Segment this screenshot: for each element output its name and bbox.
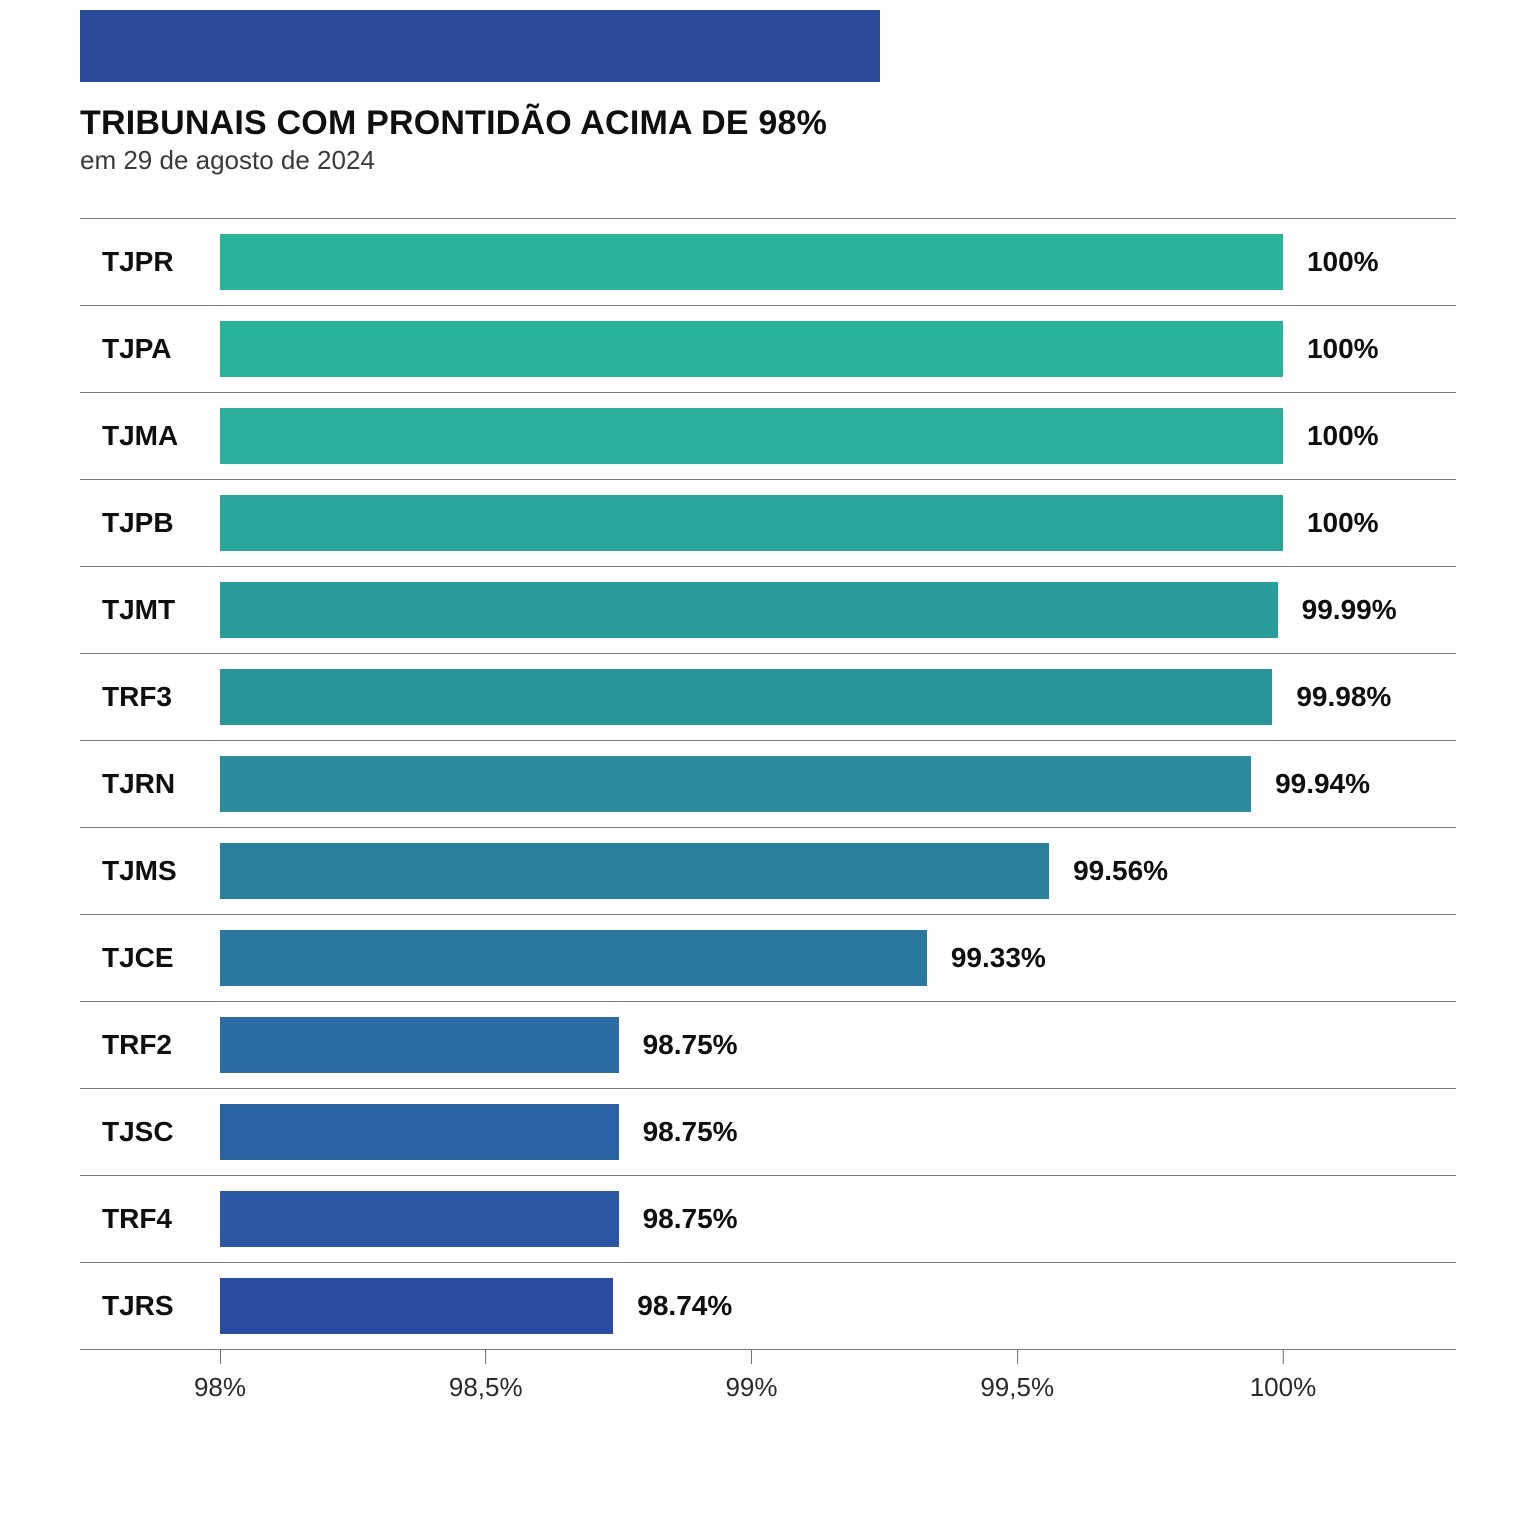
bar-plot-cell: 99.94% bbox=[220, 741, 1456, 827]
x-tick-mark bbox=[1282, 1350, 1283, 1364]
chart-row: TJRN 99.94% bbox=[80, 740, 1456, 827]
bar-value-label: 99.33% bbox=[951, 942, 1046, 974]
chart-row: TRF4 98.75% bbox=[80, 1175, 1456, 1262]
x-tick-mark bbox=[485, 1350, 486, 1364]
chart-row: TJMS 99.56% bbox=[80, 827, 1456, 914]
bar-value-label: 98.75% bbox=[643, 1203, 738, 1235]
x-tick-label: 99,5% bbox=[980, 1372, 1054, 1403]
x-tick: 98,5% bbox=[449, 1350, 523, 1403]
bar-value-label: 98.75% bbox=[643, 1029, 738, 1061]
x-tick: 99% bbox=[725, 1350, 777, 1403]
accent-bar bbox=[80, 10, 880, 82]
chart-row: TJCE 99.33% bbox=[80, 914, 1456, 1001]
chart-row: TJPA 100% bbox=[80, 305, 1456, 392]
x-tick-label: 100% bbox=[1250, 1372, 1317, 1403]
x-tick: 99,5% bbox=[980, 1350, 1054, 1403]
bar-category-label: TRF2 bbox=[80, 1002, 220, 1088]
bar-plot-cell: 98.75% bbox=[220, 1089, 1456, 1175]
bar-value-label: 100% bbox=[1307, 246, 1379, 278]
bar-value-label: 100% bbox=[1307, 333, 1379, 365]
bar-plot-cell: 99.98% bbox=[220, 654, 1456, 740]
bar bbox=[220, 321, 1283, 377]
bar-value-label: 99.94% bbox=[1275, 768, 1370, 800]
bar-value-label: 100% bbox=[1307, 420, 1379, 452]
bar bbox=[220, 1017, 619, 1073]
bar-plot-cell: 99.33% bbox=[220, 915, 1456, 1001]
bar-category-label: TJRS bbox=[80, 1263, 220, 1349]
bar bbox=[220, 756, 1251, 812]
bar-plot-cell: 100% bbox=[220, 393, 1456, 479]
chart-row: TRF2 98.75% bbox=[80, 1001, 1456, 1088]
bar bbox=[220, 408, 1283, 464]
chart-row: TJSC 98.75% bbox=[80, 1088, 1456, 1175]
bar bbox=[220, 234, 1283, 290]
bar-value-label: 99.99% bbox=[1302, 594, 1397, 626]
bar-plot-cell: 100% bbox=[220, 480, 1456, 566]
chart-row: TJRS 98.74% bbox=[80, 1262, 1456, 1350]
x-tick-mark bbox=[751, 1350, 752, 1364]
page-title: TRIBUNAIS COM PRONTIDÃO ACIMA DE 98% bbox=[80, 104, 1456, 143]
bar bbox=[220, 582, 1278, 638]
bar-plot-cell: 100% bbox=[220, 306, 1456, 392]
bar-category-label: TRF4 bbox=[80, 1176, 220, 1262]
chart-row: TJMT 99.99% bbox=[80, 566, 1456, 653]
bar-plot-cell: 99.56% bbox=[220, 828, 1456, 914]
x-tick-mark bbox=[219, 1350, 220, 1364]
x-tick-mark bbox=[1017, 1350, 1018, 1364]
x-tick: 98% bbox=[194, 1350, 246, 1403]
x-tick-label: 98% bbox=[194, 1372, 246, 1403]
bar-category-label: TJPR bbox=[80, 219, 220, 305]
bar bbox=[220, 843, 1049, 899]
x-tick-label: 99% bbox=[725, 1372, 777, 1403]
bar-category-label: TJCE bbox=[80, 915, 220, 1001]
chart-row: TRF3 99.98% bbox=[80, 653, 1456, 740]
bar bbox=[220, 930, 927, 986]
chart-row: TJPB 100% bbox=[80, 479, 1456, 566]
bar-value-label: 100% bbox=[1307, 507, 1379, 539]
bar-plot-cell: 98.75% bbox=[220, 1002, 1456, 1088]
x-tick-label: 98,5% bbox=[449, 1372, 523, 1403]
bar-category-label: TJMA bbox=[80, 393, 220, 479]
bar-value-label: 99.56% bbox=[1073, 855, 1168, 887]
bar-category-label: TJRN bbox=[80, 741, 220, 827]
bar bbox=[220, 1104, 619, 1160]
bar-plot-cell: 98.74% bbox=[220, 1263, 1456, 1349]
bar-plot-cell: 100% bbox=[220, 219, 1456, 305]
bar-value-label: 98.74% bbox=[637, 1290, 732, 1322]
page-subtitle: em 29 de agosto de 2024 bbox=[80, 145, 1456, 176]
bar bbox=[220, 1278, 613, 1334]
bar bbox=[220, 495, 1283, 551]
bar-category-label: TJPB bbox=[80, 480, 220, 566]
bar-value-label: 98.75% bbox=[643, 1116, 738, 1148]
bar-category-label: TRF3 bbox=[80, 654, 220, 740]
bar-category-label: TJSC bbox=[80, 1089, 220, 1175]
x-tick: 100% bbox=[1250, 1350, 1317, 1403]
bar-plot-cell: 98.75% bbox=[220, 1176, 1456, 1262]
chart-row: TJPR 100% bbox=[80, 218, 1456, 305]
bar bbox=[220, 669, 1272, 725]
bar-plot-cell: 99.99% bbox=[220, 567, 1456, 653]
x-axis-ticks: 98%98,5%99%99,5%100% bbox=[220, 1350, 1456, 1410]
bar-category-label: TJMT bbox=[80, 567, 220, 653]
bar-category-label: TJMS bbox=[80, 828, 220, 914]
page-root: TRIBUNAIS COM PRONTIDÃO ACIMA DE 98% em … bbox=[0, 0, 1536, 1527]
bar bbox=[220, 1191, 619, 1247]
bar-value-label: 99.98% bbox=[1296, 681, 1391, 713]
bar-chart: TJPR 100% TJPA 100% TJMA 100% TJPB 100% TJMT 99.9… bbox=[80, 218, 1456, 1350]
x-axis: 98% 98,5% 99% 99,5% 100% bbox=[80, 1350, 1456, 1410]
bar-category-label: TJPA bbox=[80, 306, 220, 392]
chart-row: TJMA 100% bbox=[80, 392, 1456, 479]
